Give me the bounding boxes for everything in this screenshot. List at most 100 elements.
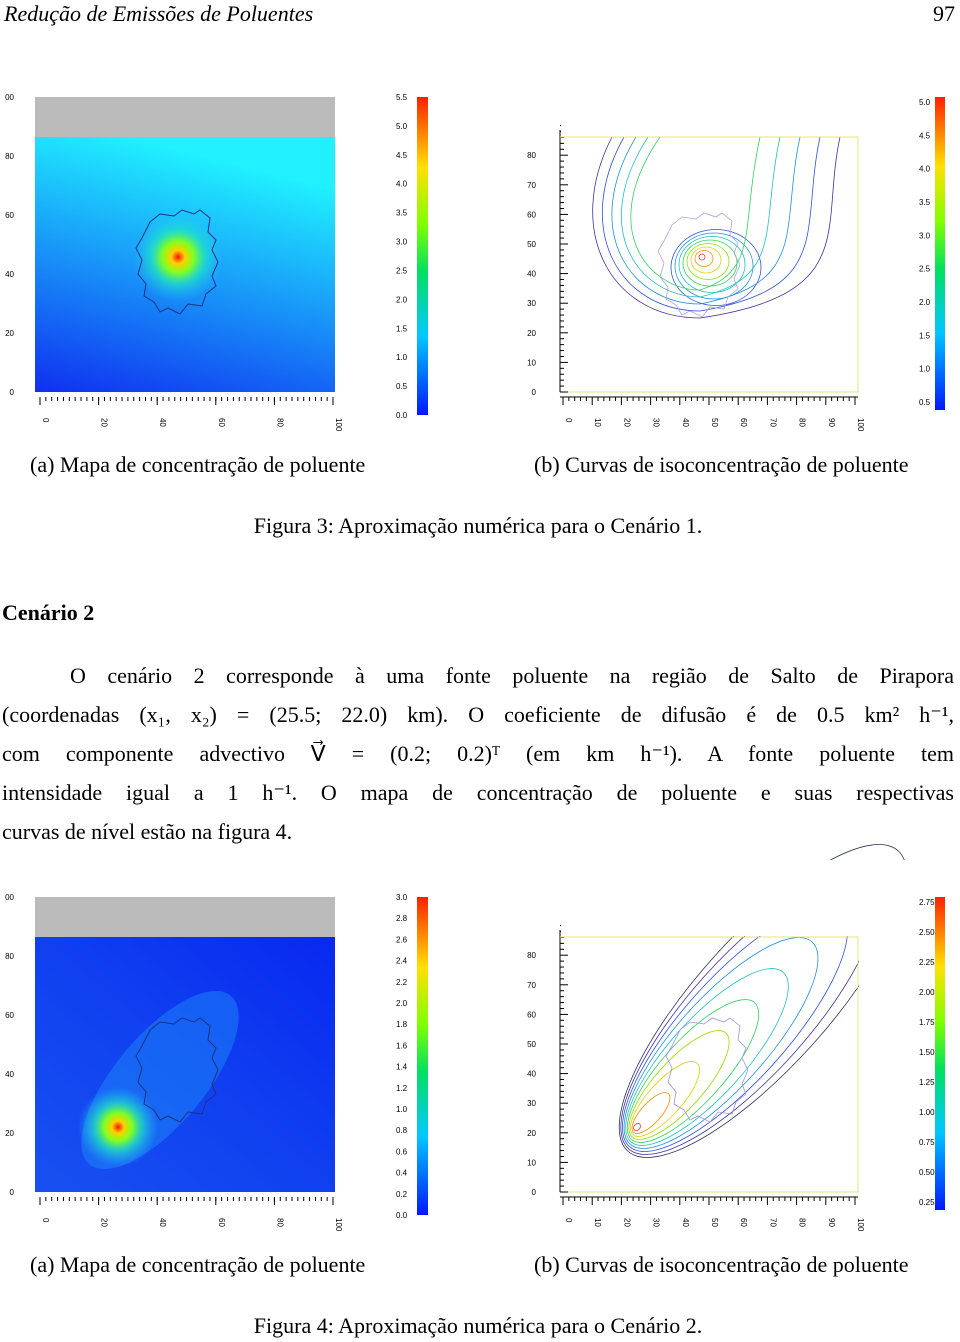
colorbar-label: 0.5	[396, 382, 408, 391]
colorbar-label: 3.0	[396, 893, 408, 902]
x-tick-label: 100	[334, 418, 343, 432]
y-tick-label: 70	[527, 981, 536, 990]
x-tick-label: 30	[652, 1218, 661, 1227]
colorbar-label: 1.25	[919, 1078, 935, 1087]
panel-caption: (a) Mapa de concentração de poluente	[30, 1252, 365, 1277]
x-tick-label: 70	[768, 1218, 777, 1227]
colorbar-label: 1.0	[396, 1105, 408, 1114]
mask	[440, 60, 558, 136]
colorbar-label: 3.0	[919, 231, 931, 240]
y-tick-label: 20	[527, 1129, 536, 1138]
x-tick-label: 90	[827, 1218, 836, 1227]
y-tick-label: 30	[527, 299, 536, 308]
mask	[561, 860, 859, 936]
y-tick-label: 40	[527, 1070, 536, 1079]
colorbar-label: 3.5	[919, 198, 931, 207]
x-tick-label: 100	[856, 418, 865, 432]
colorbar-label: 1.2	[396, 1084, 408, 1093]
x-tick-label: 20	[622, 1218, 631, 1227]
contour	[625, 968, 789, 1146]
hotspot	[78, 1087, 158, 1167]
colorbar-label: 4.0	[919, 165, 931, 174]
x-tick-label: 80	[798, 1218, 807, 1227]
contour	[686, 243, 730, 280]
city-outline	[135, 1017, 219, 1123]
colorbar-label: 3.5	[396, 209, 408, 218]
contour	[698, 253, 706, 261]
colorbar-label: 1.50	[919, 1048, 935, 1057]
y-tick-label: 60	[5, 1011, 14, 1020]
hotspot	[133, 212, 223, 302]
x-tick-label: 0	[41, 1218, 50, 1223]
y-tick-label: 60	[5, 211, 14, 220]
colorbar-label: 2.0	[919, 298, 931, 307]
contour	[630, 1061, 700, 1137]
x-tick-label: 60	[217, 1218, 226, 1227]
y-tick-label: 20	[5, 329, 14, 338]
panel-caption: (b) Curvas de isoconcentração de poluent…	[534, 452, 908, 477]
y-tick-label: 30	[527, 1099, 536, 1108]
y-tick-label: 80	[527, 151, 536, 160]
y-tick-label: 40	[5, 270, 14, 279]
x-tick-label: 80	[798, 418, 807, 427]
colorbar-label: 1.00	[919, 1108, 935, 1117]
plot-frame	[559, 936, 859, 1193]
y-tick-label: 20	[527, 329, 536, 338]
x-tick-label: 0	[564, 1218, 573, 1223]
x-tick-label: 60	[739, 1218, 748, 1227]
y-tick-label: 60	[527, 1010, 536, 1019]
colorbar-label: 0.5	[919, 398, 931, 407]
contour	[618, 844, 908, 1158]
plot-frame	[559, 136, 859, 393]
y-tick-label: 80	[5, 152, 14, 161]
colorbar-label: 2.75	[919, 898, 935, 907]
y-tick-label: 50	[527, 1040, 536, 1049]
colorbar-label: 1.0	[919, 365, 931, 374]
colorbar-label: 2.2	[396, 978, 408, 987]
section-title: Cenário 2	[2, 600, 94, 625]
colorbar-label: 0.6	[396, 1147, 408, 1156]
paragraph-line: intensidade igual a 1 h⁻¹. O mapa de con…	[2, 780, 954, 805]
colorbar-label: 1.5	[919, 331, 931, 340]
figure-caption: Figura 3: Aproximação numérica para o Ce…	[254, 513, 702, 538]
x-tick-label: 60	[217, 418, 226, 427]
contour	[611, 136, 801, 305]
colorbar-label: 4.5	[396, 151, 408, 160]
paragraph: O cenário 2 corresponde à uma fonte polu…	[2, 656, 954, 851]
y-tick-label: 20	[5, 1129, 14, 1138]
colorbar-label: 2.8	[396, 914, 408, 923]
y-tick-label: 00	[5, 93, 14, 102]
x-tick-label: 50	[710, 418, 719, 427]
colorbar-label: 1.8	[396, 1020, 408, 1029]
colorbar-label: 2.4	[396, 957, 408, 966]
y-tick-label: 40	[527, 270, 536, 279]
colorbar-label: 0.4	[396, 1169, 408, 1178]
colorbar-label: 2.6	[396, 935, 408, 944]
colorbar-label: 2.00	[919, 988, 935, 997]
colorbar-label: 5.0	[919, 98, 931, 107]
clip	[559, 880, 560, 881]
x-tick-label: 50	[710, 1218, 719, 1227]
x-tick-label: 10	[593, 418, 602, 427]
colorbar-label: 2.25	[919, 958, 935, 967]
x-tick-label: 0	[41, 418, 50, 423]
paragraph-line: curvas de nível estão na figura 4.	[2, 819, 293, 844]
x-tick-label: 40	[681, 418, 690, 427]
x-tick-label: 10	[593, 1218, 602, 1227]
city-outline	[665, 1017, 749, 1123]
colorbar-label: 2.50	[919, 928, 935, 937]
contour	[694, 250, 714, 267]
y-tick-label: 0	[10, 1188, 15, 1197]
mask	[859, 60, 919, 400]
x-tick-label: 20	[100, 1218, 109, 1227]
contour	[592, 136, 841, 319]
city-outline	[135, 209, 219, 315]
contour	[674, 232, 754, 300]
x-tick-label: 20	[100, 418, 109, 427]
colorbar-label: 0.25	[919, 1198, 935, 1207]
y-tick-label: 00	[5, 893, 14, 902]
colorbar-label: 4.5	[919, 131, 931, 140]
paragraph-line: com componente advectivo V⃗ = (0.2; 0.2)…	[2, 741, 954, 766]
